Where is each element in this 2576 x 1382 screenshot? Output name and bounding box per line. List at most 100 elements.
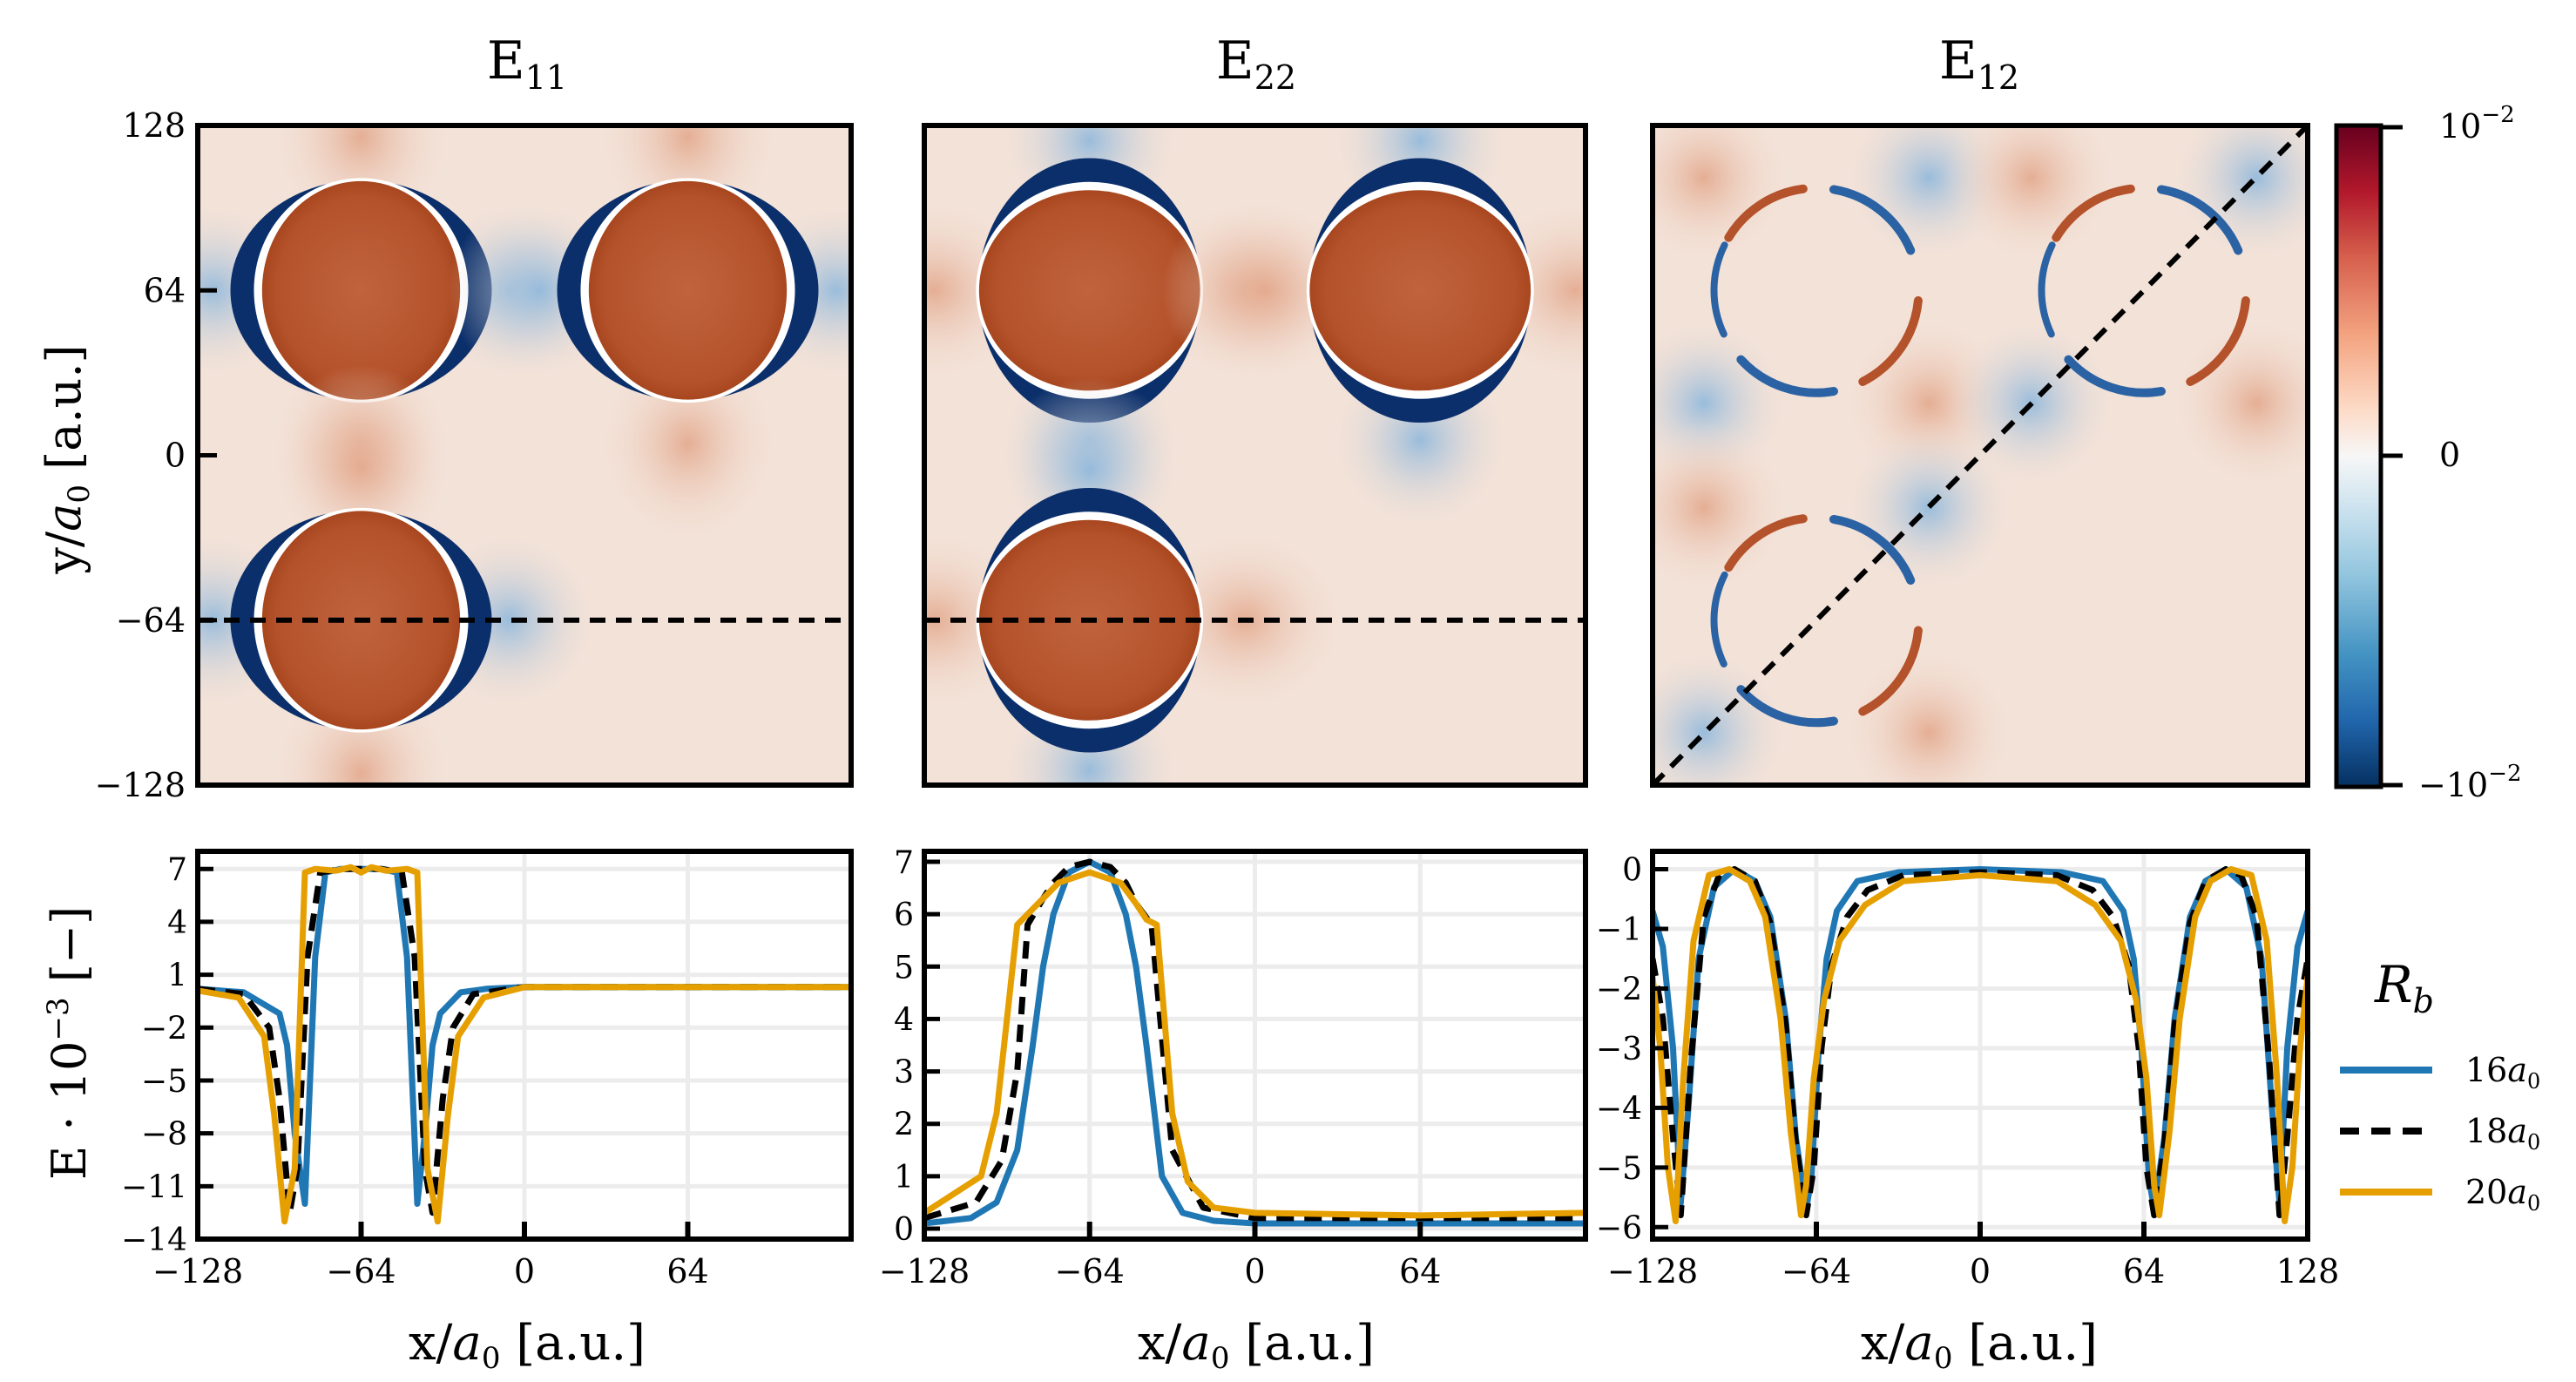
y-tick-label: 4 [167,905,187,941]
bubble-2 [1161,125,1585,533]
x-tick-label: 0 [514,1252,535,1291]
bubble-arc [1858,295,1923,386]
heatmap-field [1653,125,2308,785]
y-tick-label: 4 [894,1002,914,1038]
y-tick-label: −6 [1596,1210,1642,1246]
x-tick-label: −64 [1055,1252,1125,1291]
series-line-20a0 [198,864,851,1225]
bubble-arc [1710,571,1728,667]
x-tick-label: 64 [1399,1252,1441,1291]
x-tick-label: −128 [879,1252,970,1291]
bubble-core [978,190,1200,391]
bubble-1 [1653,125,2017,491]
legend-label-20a0: 20a0 [2465,1173,2540,1216]
x-axis-label-3: x/a0 [a.u.] [1861,1315,2098,1376]
legend-label-18a0: 18a0 [2465,1112,2540,1155]
x-tick-label: 128 [2276,1252,2340,1291]
bubble-arc [1724,514,1808,572]
line-plot-e22: −128 −64 0 64 0 1 2 3 4 5 6 7 [879,845,1588,1291]
x-tick-label: 64 [2123,1252,2165,1291]
y-tick-label: 1 [894,1160,914,1196]
y-tick-label: −4 [1596,1091,1642,1127]
y-tick-label: 7 [167,852,187,888]
bubble-2 [1944,125,2308,491]
bubble-lobe [1653,646,1791,785]
y-tick-label: 5 [894,950,914,986]
x-tick-label: 64 [666,1252,708,1291]
series-line-20a0 [924,869,1585,1219]
x-axis-label-2: x/a0 [a.u.] [1138,1315,1375,1376]
bubble-lobe [1944,125,2119,265]
heatmap-y-axis: 128 64 0 −64 −128 [95,106,217,804]
bubble-arc [1858,626,1923,716]
heatmap-e22 [922,123,1588,788]
y-tick-label: −14 [121,1223,187,1258]
bubble-arc [1829,185,1916,255]
series-line-18a0 [924,858,1585,1222]
heatmap-e12 [1650,123,2310,788]
bubble-arc [2156,185,2243,255]
y-tick-label: 64 [144,271,186,309]
bubble-core [261,180,461,400]
bubble-lobe [2169,315,2308,491]
x-tick-label: −128 [152,1252,243,1291]
x-tick-label: −64 [1782,1252,1851,1291]
x-tick-label: 0 [1244,1252,1265,1291]
bubble-arc [1736,355,1838,397]
y-tick-label: −3 [1596,1032,1642,1067]
bubble-arc [1736,685,1838,728]
y-tick-label: −5 [141,1064,187,1100]
y-tick-label: 7 [894,845,914,881]
y-tick-label: −2 [141,1011,187,1047]
heatmap-frame [1650,123,2310,788]
y-tick-label: 6 [894,898,914,933]
series-line-16a0 [924,858,1585,1227]
bubble-2 [448,125,851,546]
bubble-arc [1724,184,1808,242]
bubble-lobe [2169,125,2308,265]
legend-label-16a0: 16a0 [2465,1051,2540,1094]
panel-title-e12: E12 [1939,30,2019,97]
x-tick-label: 0 [1970,1252,1991,1291]
y-tick-label: 1 [167,959,187,994]
series-group [1653,866,2308,1224]
y-tick-label: −5 [1596,1151,1642,1187]
y-tick-label: 2 [894,1108,914,1143]
legend: Rb 16a0 18a0 20a0 [2340,955,2540,1216]
y-tick-label: −128 [95,766,186,804]
colorbar-label-bottom: −10−2 [2418,761,2522,804]
y-tick-label: −11 [121,1169,187,1205]
y-tick-label: −8 [141,1117,187,1153]
bubble-3 [1653,420,2017,785]
colorbar [2334,123,2383,789]
y-tick-label: −1 [1596,912,1642,948]
y-tick-label: −64 [116,601,186,640]
bubble-arc [1710,241,1728,338]
series-line-20a0 [1653,866,2308,1224]
bubble-arc [2052,184,2135,242]
heatmap-e11 [195,123,854,788]
bubble-arc [2038,241,2056,338]
bubble-lobe [1842,646,2017,785]
y-tick-label: −2 [1596,972,1642,1007]
colorbar-label-top: 10−2 [2439,102,2515,146]
heatmap-y-axis-label: y/a0 [a.u.] [37,344,97,574]
bubble-lobe [1653,420,1791,595]
y-tick-label: 0 [1622,853,1642,889]
y-tick-label: 3 [894,1055,914,1091]
heatmap-frame [922,123,1588,788]
legend-title: Rb [2374,955,2434,1020]
line-plot-e11: −128 −64 0 64 7 4 1 −2 −5 −8 −11 −14 [121,849,854,1291]
y-tick-label: 128 [122,106,186,145]
line-plot-e12: −128 −64 0 64 128 0 −1 −2 −3 −4 −5 −6 [1596,849,2340,1291]
bubble-core [588,180,788,400]
bubble-core [1309,190,1531,391]
bubble-arc [2064,355,2166,397]
line-plot-y-axis-label: E · 10−3 [−] [41,906,97,1180]
y-tick-label: 0 [165,437,186,475]
bubble-arc [1829,514,1916,585]
x-tick-label: −128 [1607,1252,1698,1291]
heatmap-field [924,125,1585,785]
heatmap-field [198,125,851,785]
x-axis-label-1: x/a0 [a.u.] [409,1315,646,1376]
